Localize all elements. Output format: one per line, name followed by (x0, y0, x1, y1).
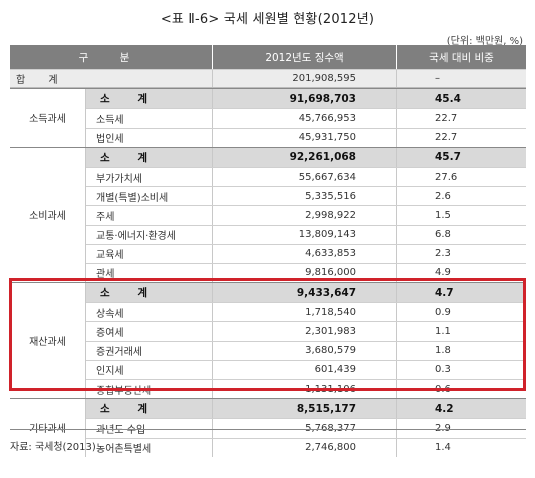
section-label: 소비과세 (10, 147, 86, 283)
table-row: 소득세 45,766,953 22.7 (86, 108, 526, 128)
row-item: 과년도 수입 (96, 424, 146, 436)
row-item: 소 계 (100, 151, 159, 164)
row-item: 종합부동산세 (96, 385, 152, 397)
table-row: 과년도 수입 5,768,3772.9 (86, 418, 526, 438)
subtotal-row: 소 계 8,515,177 4.2 (86, 399, 526, 419)
row-item: 주세 (96, 211, 115, 223)
subtotal-row: 소 계 9,433,647 4.7 (86, 283, 526, 303)
table-row: 법인세 45,931,750 22.7 (86, 127, 526, 147)
row-ratio: 1.4 (396, 438, 526, 457)
row-ratio: 22.7 (396, 128, 526, 147)
table-row: 인지세 601,439 0.3 (86, 359, 526, 379)
header-ratio: 국세 대비 비중 (396, 45, 526, 69)
row-item: 소 계 (100, 93, 159, 106)
row-amount: 92,261,068 (212, 147, 396, 167)
row-amount: 13,809,143 (212, 225, 396, 244)
section-1: 소득과세 소 계 91,698,703 45.4 소득세 45,766,953 22.7 법인… (10, 88, 526, 147)
row-ratio: 45.7 (396, 147, 526, 167)
row-amount: 3,680,579 (212, 341, 396, 360)
row-item: 법인세 (96, 134, 124, 146)
row-ratio: 1.5 (396, 206, 526, 225)
row-amount: 601,439 (212, 360, 396, 379)
row-ratio: 4.9 (396, 263, 526, 283)
row-amount: 91,698,703 (212, 89, 396, 109)
row-ratio: 45.4 (396, 89, 526, 109)
row-item: 개별(특별)소비세 (96, 192, 169, 204)
row-amount: 55,667,634 (212, 167, 396, 187)
row-amount: 2,746,800 (212, 438, 396, 457)
row-amount: 45,931,750 (212, 128, 396, 147)
table-row: 상속세 1,718,540 0.9 (86, 302, 526, 322)
table-row: 교육세 4,633,853 2.3 (86, 243, 526, 263)
row-item: 인지세 (96, 366, 124, 378)
row-ratio: 4.7 (396, 283, 526, 303)
row-amount: 2,998,922 (212, 206, 396, 225)
table-row: 종합부동산세 1,131,106 0.6 (86, 379, 526, 399)
header-division: 구 분 (78, 51, 144, 64)
row-ratio: 1.8 (396, 341, 526, 360)
unit-note: (단위: 백만원, %) (446, 36, 523, 47)
table-row: 교통·에너지·환경세 13,809,143 6.8 (86, 224, 526, 244)
row-ratio: 22.7 (396, 109, 526, 128)
row-ratio: 27.6 (396, 167, 526, 187)
row-ratio: 2.3 (396, 244, 526, 263)
table-row: 부가가치세 55,667,634 27.6 (86, 166, 526, 187)
section-2: 소비과세 소 계 92,261,068 45.7 부가가치세 55,667,634 27.6… (10, 146, 526, 283)
row-item: 상속세 (96, 308, 124, 320)
row-ratio: 1.1 (396, 322, 526, 341)
row-amount: 9,433,647 (212, 283, 396, 303)
row-item: 관세 (96, 269, 115, 281)
source-note: 자료: 국세청(2013) (10, 442, 96, 453)
section-label: 재산과세 (10, 283, 86, 399)
row-amount: 45,766,953 (212, 109, 396, 128)
row-item: 증여세 (96, 328, 124, 340)
row-ratio: 2.9 (396, 419, 526, 438)
subtotal-row: 소 계 91,698,703 45.4 (86, 89, 526, 109)
header-amount: 2012년도 징수액 (212, 45, 396, 69)
row-ratio: 6.8 (396, 225, 526, 244)
row-amount: 4,633,853 (212, 244, 396, 263)
table-row: 증여세 2,301,983 1.1 (86, 321, 526, 341)
row-item: 부가가치세 (96, 173, 142, 185)
row-item: 소득세 (96, 114, 124, 126)
row-amount: 8,515,177 (212, 399, 396, 419)
row-amount: 1,718,540 (212, 303, 396, 322)
row-amount: 5,335,516 (212, 187, 396, 206)
row-item: 소 계 (100, 403, 159, 416)
table-row: 개별(특별)소비세 5,335,516 2.6 (86, 186, 526, 206)
row-item: 교육세 (96, 250, 124, 262)
row-amount: 1,131,106 (212, 380, 396, 399)
table-row: 주세 2,998,922 1.5 (86, 205, 526, 225)
tax-table: 구 분 2012년도 징수액 국세 대비 비중 합 계 201,908,595 … (10, 45, 526, 457)
row-ratio: 2.6 (396, 187, 526, 206)
row-item: 소 계 (100, 287, 159, 300)
row-amount: 9,816,000 (212, 263, 396, 283)
grand-total-label: 합 계 (16, 75, 68, 87)
table-row: 관세 9,816,000 4.9 (86, 262, 526, 283)
table-row: 농어촌특별세 2,746,800 1.4 (86, 437, 526, 457)
row-ratio: 4.2 (396, 399, 526, 419)
section-label: 소득과세 (10, 89, 86, 147)
row-amount: 5,768,377 (212, 419, 396, 438)
table-row: 증권거래세 3,680,579 1.8 (86, 340, 526, 360)
table-title: <표 Ⅱ-6> 국세 세원별 현황(2012년) (160, 12, 375, 27)
grand-total-row: 합 계 201,908,595 – (10, 69, 526, 89)
row-amount: 2,301,983 (212, 322, 396, 341)
row-ratio: 0.9 (396, 303, 526, 322)
row-item: 농어촌특별세 (96, 444, 152, 456)
row-ratio: 0.6 (396, 380, 526, 399)
table-bottom-rule (10, 429, 526, 430)
table-header: 구 분 2012년도 징수액 국세 대비 비중 (10, 45, 526, 69)
row-item: 교통·에너지·환경세 (96, 231, 176, 243)
subtotal-row: 소 계 92,261,068 45.7 (86, 147, 526, 167)
row-ratio: 0.3 (396, 360, 526, 379)
row-item: 증권거래세 (96, 347, 142, 359)
section-3: 재산과세 소 계 9,433,647 4.7 상속세 1,718,540 0.9 증여세 2,3… (10, 282, 526, 399)
grand-total-amount: 201,908,595 (212, 70, 396, 88)
grand-total-ratio: – (396, 70, 526, 88)
